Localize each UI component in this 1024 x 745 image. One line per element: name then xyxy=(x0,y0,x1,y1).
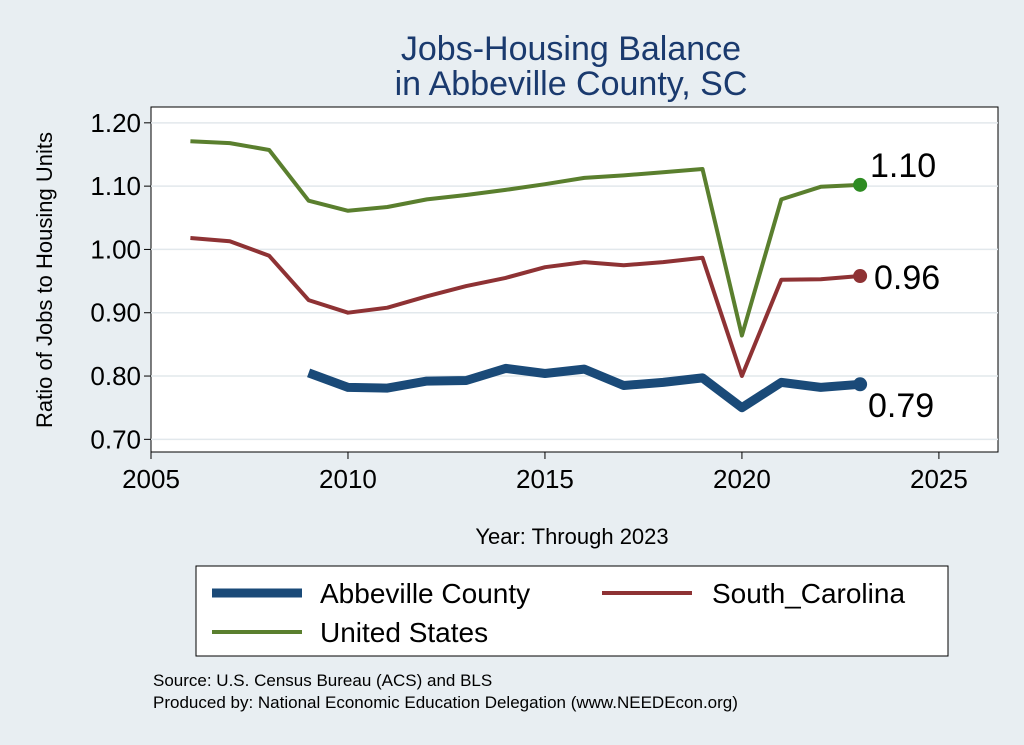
series-end-marker-abbeville-county xyxy=(853,377,868,392)
legend-label-south-carolina: South_Carolina xyxy=(712,578,905,609)
chart-title-line-2: in Abbeville County, SC xyxy=(395,65,748,103)
end-label-united-states: 1.10 xyxy=(870,147,936,185)
series-line-south-carolina xyxy=(190,236,861,378)
series-end-markers xyxy=(853,177,868,392)
series-line-united-states xyxy=(190,139,861,338)
x-axis-title: Year: Through 2023 xyxy=(475,524,668,549)
y-tick-label: 0.80 xyxy=(90,361,141,391)
x-tick-label: 2005 xyxy=(122,464,180,494)
series-end-marker-united-states xyxy=(853,177,868,192)
x-tick-label: 2010 xyxy=(319,464,377,494)
y-tick-label: 0.90 xyxy=(90,298,141,328)
end-label-abbeville-county: 0.79 xyxy=(868,387,934,425)
y-tick-label: 0.70 xyxy=(90,424,141,454)
series-end-marker-south-carolina xyxy=(853,269,868,284)
series-lines xyxy=(190,139,861,413)
y-axis: 0.70 0.80 0.90 1.00 1.10 1.20 xyxy=(90,108,151,454)
x-tick-label: 2020 xyxy=(713,464,771,494)
y-axis-title: Ratio of Jobs to Housing Units xyxy=(32,132,57,428)
chart-title-line-1: Jobs-Housing Balance xyxy=(401,30,741,68)
legend-box xyxy=(195,565,949,657)
legend-label-united-states: United States xyxy=(320,617,488,648)
x-tick-label: 2025 xyxy=(910,464,968,494)
y-tick-label: 1.00 xyxy=(90,234,141,264)
x-axis: 2005 2010 2015 2020 2025 xyxy=(122,451,998,494)
y-tick-label: 1.10 xyxy=(90,171,141,201)
x-tick-label: 2015 xyxy=(516,464,574,494)
series-line-abbeville-county xyxy=(307,363,861,413)
gridlines xyxy=(151,122,998,441)
end-label-south-carolina: 0.96 xyxy=(874,259,940,297)
legend-label-abbeville-county: Abbeville County xyxy=(320,578,530,609)
source-note: Source: U.S. Census Bureau (ACS) and BLS xyxy=(153,671,492,690)
producer-note: Produced by: National Economic Education… xyxy=(153,693,738,712)
y-tick-label: 1.20 xyxy=(90,108,141,138)
